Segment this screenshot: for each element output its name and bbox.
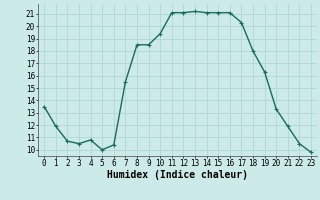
X-axis label: Humidex (Indice chaleur): Humidex (Indice chaleur) — [107, 170, 248, 180]
